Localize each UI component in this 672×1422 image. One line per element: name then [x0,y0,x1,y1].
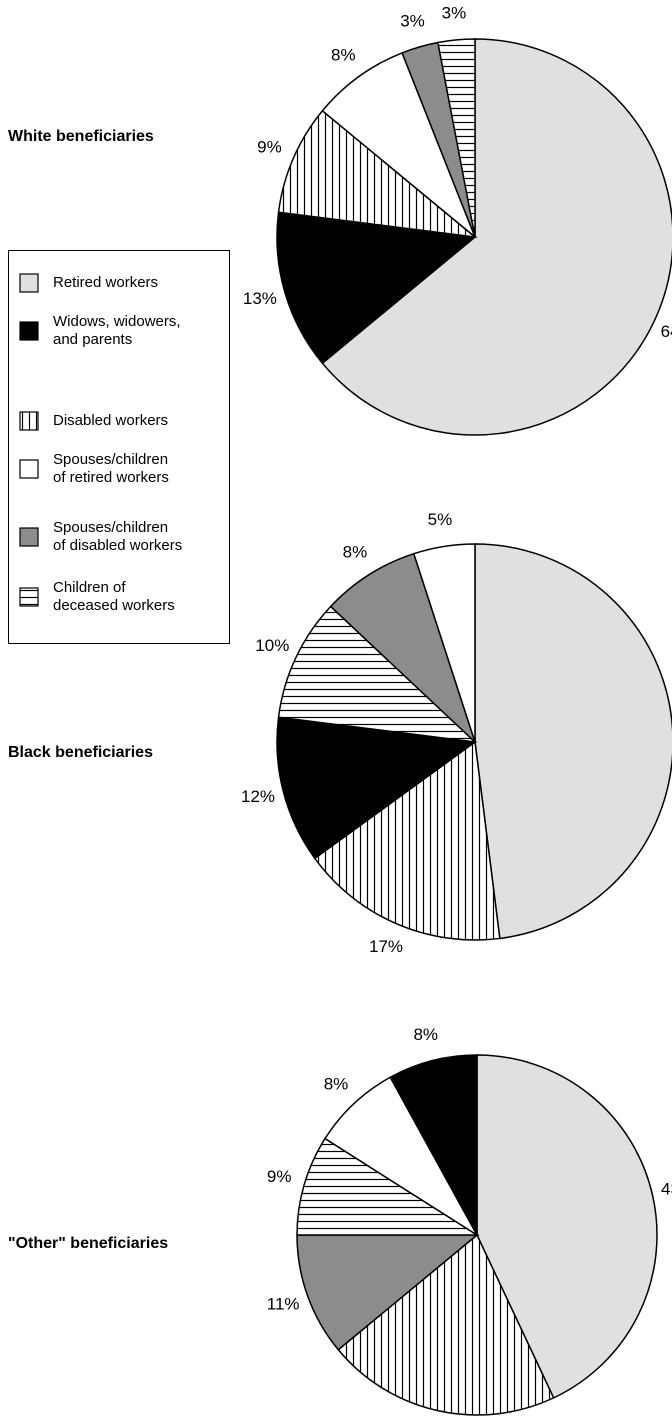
legend-item: Disabled workers [19,411,168,431]
pie-slice [323,1076,478,1236]
pie-slice [329,552,476,743]
legend-item: Spouses/children of retired workers [19,451,169,487]
data-label: 10% [255,636,289,655]
legend-swatch [19,459,39,479]
pie-slice [476,1054,658,1399]
pie-slice [276,211,477,365]
legend: Retired workers Widows, widowers, and par… [8,250,230,644]
pie-slice [296,1137,480,1236]
pie-slice [296,1234,480,1351]
legend-item: Widows, widowers, and parents [19,313,181,349]
data-label: 64% [661,322,672,341]
legend-swatch [19,411,39,431]
pie-slice [276,716,477,860]
data-label: 5% [428,510,453,529]
legend-item: Retired workers [19,273,158,293]
pie-slice [337,1233,555,1416]
legend-label: Spouses/children of retired workers [53,451,169,486]
data-label: 3% [442,3,467,22]
legend-swatch [19,527,39,547]
legend-item: Children of deceased workers [19,579,175,615]
chart-title: White beneficiaries [8,128,154,145]
legend-label: Disabled workers [53,412,169,429]
swatch [19,587,39,607]
data-label: 9% [267,1167,292,1186]
swatch [19,459,39,479]
swatch [19,527,39,547]
data-label: 12% [241,787,275,806]
legend-item: Spouses/children of disabled workers [19,519,182,555]
legend-label: Children of deceased workers [53,579,175,614]
pie-slice [321,38,672,436]
swatch [19,411,39,431]
pie-slice [389,1054,478,1236]
data-label: 9% [257,138,282,157]
pie-slice [437,38,476,238]
pie-slice [321,51,476,238]
pie-slice [412,543,476,743]
data-label: 3% [400,11,425,30]
legend-label: Retired workers [53,274,159,291]
pie-slice [474,543,672,940]
legend-swatch [19,273,39,293]
legend-label: Widows, widowers, and parents [53,313,181,348]
swatch [19,321,39,341]
data-label: 11% [267,1294,300,1313]
data-label: 8% [413,1025,438,1044]
legend-swatch [19,321,39,341]
data-label: 13% [243,289,277,308]
chart-title: Black beneficiaries [8,744,153,761]
data-label: 43% [661,1180,672,1199]
swatch [19,273,39,293]
pie-slice [313,740,501,941]
data-label: 17% [369,937,403,956]
legend-swatch [19,587,39,607]
data-label: 8% [324,1074,349,1093]
legend-label: Spouses/children of disabled workers [53,519,183,554]
data-label: 8% [343,542,368,561]
data-label: 8% [331,45,356,64]
pie-slice [277,605,478,744]
pie-slice [277,109,478,239]
chart-title: "Other" beneficiaries [8,1235,168,1252]
